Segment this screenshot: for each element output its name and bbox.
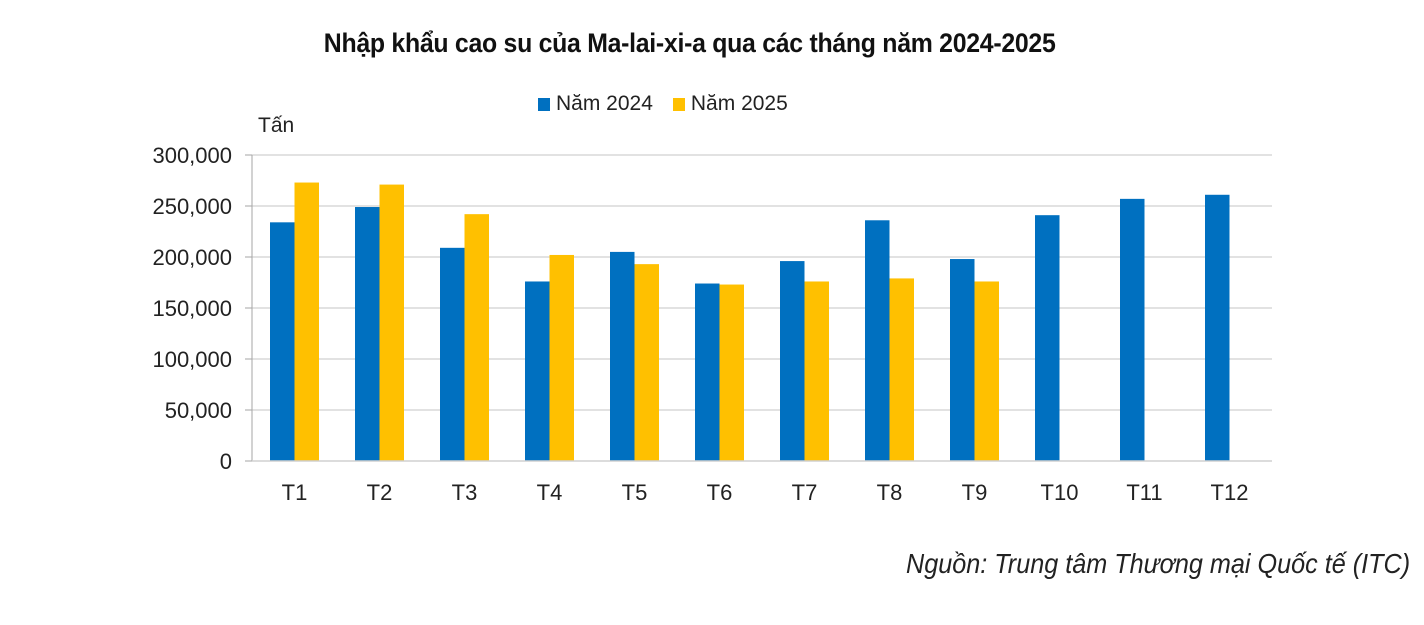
source-note: Nguồn: Trung tâm Thương mại Quốc tế (ITC… bbox=[905, 548, 1410, 579]
x-tick-label: T10 bbox=[1041, 480, 1079, 505]
bars bbox=[270, 182, 1230, 462]
chart-title: Nhập khẩu cao su của Ma-lai-xi-a qua các… bbox=[0, 28, 1424, 59]
y-tick-label: 200,000 bbox=[152, 245, 232, 270]
bar-T2-2025 bbox=[379, 184, 404, 461]
bar-T3-2024 bbox=[440, 247, 465, 461]
legend-label-2024: Năm 2024 bbox=[556, 92, 653, 115]
legend-swatch-2024 bbox=[538, 97, 550, 111]
bar-T3-2025 bbox=[464, 214, 489, 461]
y-tick-label: 250,000 bbox=[152, 194, 232, 219]
bar-T4-2025 bbox=[549, 254, 574, 461]
bar-T1-2024 bbox=[270, 222, 295, 461]
legend-item-2025: Năm 2025 bbox=[672, 92, 788, 116]
axes bbox=[245, 154, 1272, 462]
x-tick-label: T11 bbox=[1126, 480, 1162, 505]
y-axis-unit-label: Tấn bbox=[258, 114, 295, 137]
x-tick-label: T5 bbox=[622, 480, 648, 505]
bar-T12-2024 bbox=[1205, 194, 1230, 461]
bar-T4-2024 bbox=[525, 281, 550, 461]
x-tick-label: T1 bbox=[282, 480, 308, 505]
legend: Năm 2024 Năm 2025 bbox=[538, 92, 808, 116]
bar-T9-2025 bbox=[974, 281, 999, 461]
x-tick-label: T12 bbox=[1211, 480, 1249, 505]
bar-T1-2025 bbox=[294, 182, 319, 462]
bar-T5-2024 bbox=[610, 251, 635, 461]
bar-T6-2025 bbox=[719, 284, 744, 461]
bar-T7-2024 bbox=[780, 261, 805, 461]
bar-T8-2024 bbox=[865, 220, 890, 461]
y-tick-label: 0 bbox=[220, 449, 232, 474]
x-tick-label: T4 bbox=[537, 480, 563, 505]
y-tick-label: 50,000 bbox=[165, 398, 232, 423]
bar-T5-2025 bbox=[634, 264, 659, 461]
legend-item-2024: Năm 2024 bbox=[538, 92, 653, 116]
x-tick-labels: T1 T2 T3 T4 T5 T6 T7 T8 T9 T10 T11 T12 bbox=[282, 480, 1249, 505]
chart-title-text: Nhập khẩu cao su của Ma-lai-xi-a qua các… bbox=[324, 28, 1056, 58]
x-tick-label: T6 bbox=[707, 480, 733, 505]
gridlines bbox=[252, 154, 1272, 411]
bar-T8-2025 bbox=[889, 278, 914, 461]
x-tick-label: T7 bbox=[792, 480, 818, 505]
y-tick-label: 150,000 bbox=[152, 296, 232, 321]
legend-swatch-2025 bbox=[672, 97, 685, 111]
y-tick-label: 100,000 bbox=[152, 347, 232, 372]
x-tick-label: T9 bbox=[962, 480, 988, 505]
x-tick-label: T2 bbox=[367, 480, 393, 505]
bar-T11-2024 bbox=[1120, 198, 1145, 462]
x-tick-label: T8 bbox=[877, 480, 903, 505]
bar-T2-2024 bbox=[355, 207, 380, 461]
y-tick-label: 300,000 bbox=[152, 143, 232, 168]
x-tick-label: T3 bbox=[452, 480, 478, 505]
y-tick-labels: 0 50,000 100,000 150,000 200,000 250,000 300,0… bbox=[152, 143, 232, 474]
bar-T6-2024 bbox=[695, 283, 720, 461]
legend-label-2025: Năm 2025 bbox=[690, 92, 788, 115]
bar-T9-2024 bbox=[950, 259, 975, 461]
bar-T10-2024 bbox=[1035, 215, 1060, 461]
bar-T7-2025 bbox=[804, 281, 829, 461]
